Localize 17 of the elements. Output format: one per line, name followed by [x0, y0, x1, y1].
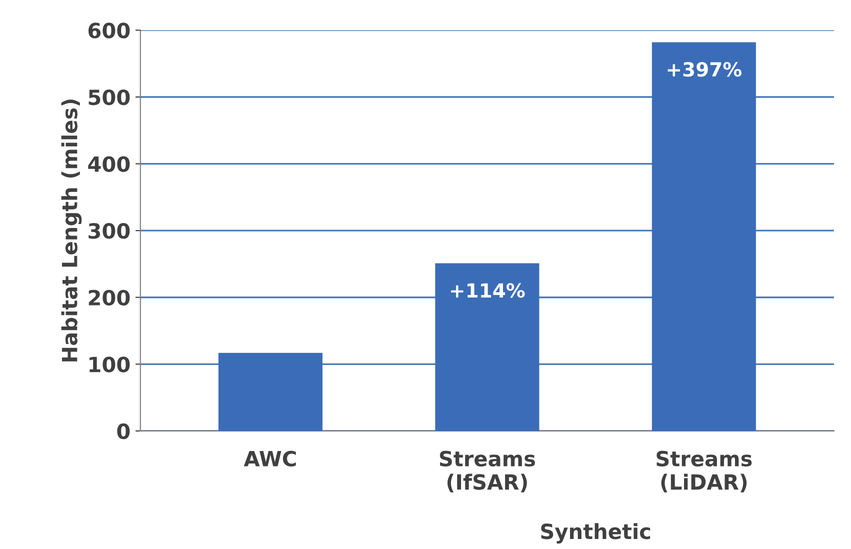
y-tick-label: 300: [88, 223, 130, 239]
y-tick-label: 100: [90, 356, 130, 372]
y-tick-label: 600: [88, 22, 130, 38]
bar: [218, 352, 322, 431]
x-tick-label: Streams (IfSAR): [440, 450, 535, 492]
x-tick-label: Streams (LiDAR): [656, 450, 752, 492]
annotation: +114%: [451, 283, 525, 298]
y-tick-label: 0: [117, 423, 130, 440]
y-tick-label: 400: [88, 156, 130, 172]
y-axis-title: Habitat Length (miles): [61, 100, 82, 362]
x-axis-title: Synthetic: [541, 523, 650, 544]
y-tick-label: 200: [88, 290, 130, 306]
bar: [652, 42, 756, 431]
x-tick-label: AWC: [244, 450, 296, 467]
y-tick-label: 500: [88, 89, 130, 106]
bar: [435, 263, 540, 431]
annotation: +397%: [668, 62, 742, 77]
